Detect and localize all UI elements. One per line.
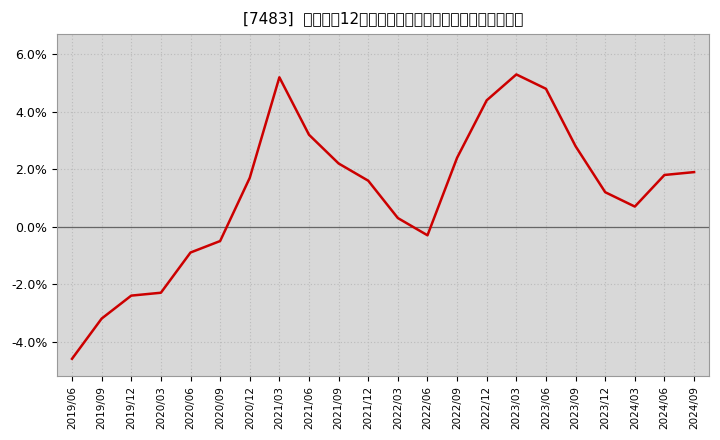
Title: [7483]  売上高の12か月移動合計の対前年同期増減率の推移: [7483] 売上高の12か月移動合計の対前年同期増減率の推移 xyxy=(243,11,523,26)
